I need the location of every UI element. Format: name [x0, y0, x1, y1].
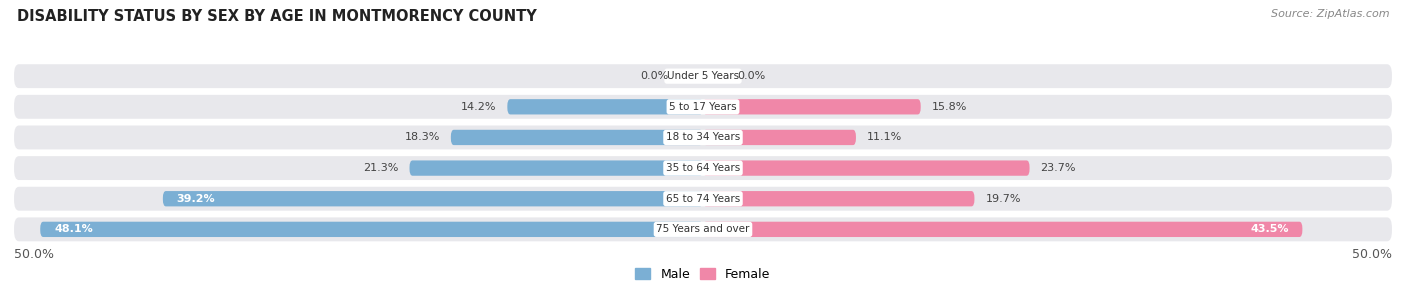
FancyBboxPatch shape [41, 222, 703, 237]
FancyBboxPatch shape [14, 187, 1392, 211]
Text: 5 to 17 Years: 5 to 17 Years [669, 102, 737, 112]
Text: 50.0%: 50.0% [14, 248, 53, 261]
Text: 48.1%: 48.1% [53, 224, 93, 234]
FancyBboxPatch shape [14, 217, 1392, 241]
FancyBboxPatch shape [14, 126, 1392, 149]
FancyBboxPatch shape [703, 99, 921, 115]
Text: 18.3%: 18.3% [405, 133, 440, 143]
Text: 15.8%: 15.8% [932, 102, 967, 112]
Text: Source: ZipAtlas.com: Source: ZipAtlas.com [1271, 9, 1389, 19]
FancyBboxPatch shape [703, 191, 974, 206]
FancyBboxPatch shape [703, 130, 856, 145]
Text: 43.5%: 43.5% [1250, 224, 1289, 234]
Text: 50.0%: 50.0% [1353, 248, 1392, 261]
Text: 35 to 64 Years: 35 to 64 Years [666, 163, 740, 173]
FancyBboxPatch shape [508, 99, 703, 115]
Text: 0.0%: 0.0% [738, 71, 766, 81]
Text: 0.0%: 0.0% [640, 71, 669, 81]
Text: 75 Years and over: 75 Years and over [657, 224, 749, 234]
FancyBboxPatch shape [451, 130, 703, 145]
Text: 21.3%: 21.3% [363, 163, 398, 173]
FancyBboxPatch shape [14, 64, 1392, 88]
Text: 23.7%: 23.7% [1040, 163, 1076, 173]
Text: 19.7%: 19.7% [986, 194, 1021, 204]
FancyBboxPatch shape [703, 161, 1029, 176]
Text: 65 to 74 Years: 65 to 74 Years [666, 194, 740, 204]
Text: 18 to 34 Years: 18 to 34 Years [666, 133, 740, 143]
FancyBboxPatch shape [703, 222, 1302, 237]
FancyBboxPatch shape [14, 95, 1392, 119]
FancyBboxPatch shape [14, 156, 1392, 180]
FancyBboxPatch shape [163, 191, 703, 206]
Text: 39.2%: 39.2% [177, 194, 215, 204]
Text: Under 5 Years: Under 5 Years [666, 71, 740, 81]
Text: 14.2%: 14.2% [461, 102, 496, 112]
Text: DISABILITY STATUS BY SEX BY AGE IN MONTMORENCY COUNTY: DISABILITY STATUS BY SEX BY AGE IN MONTM… [17, 9, 537, 24]
FancyBboxPatch shape [409, 161, 703, 176]
Legend: Male, Female: Male, Female [630, 263, 776, 286]
Text: 11.1%: 11.1% [868, 133, 903, 143]
